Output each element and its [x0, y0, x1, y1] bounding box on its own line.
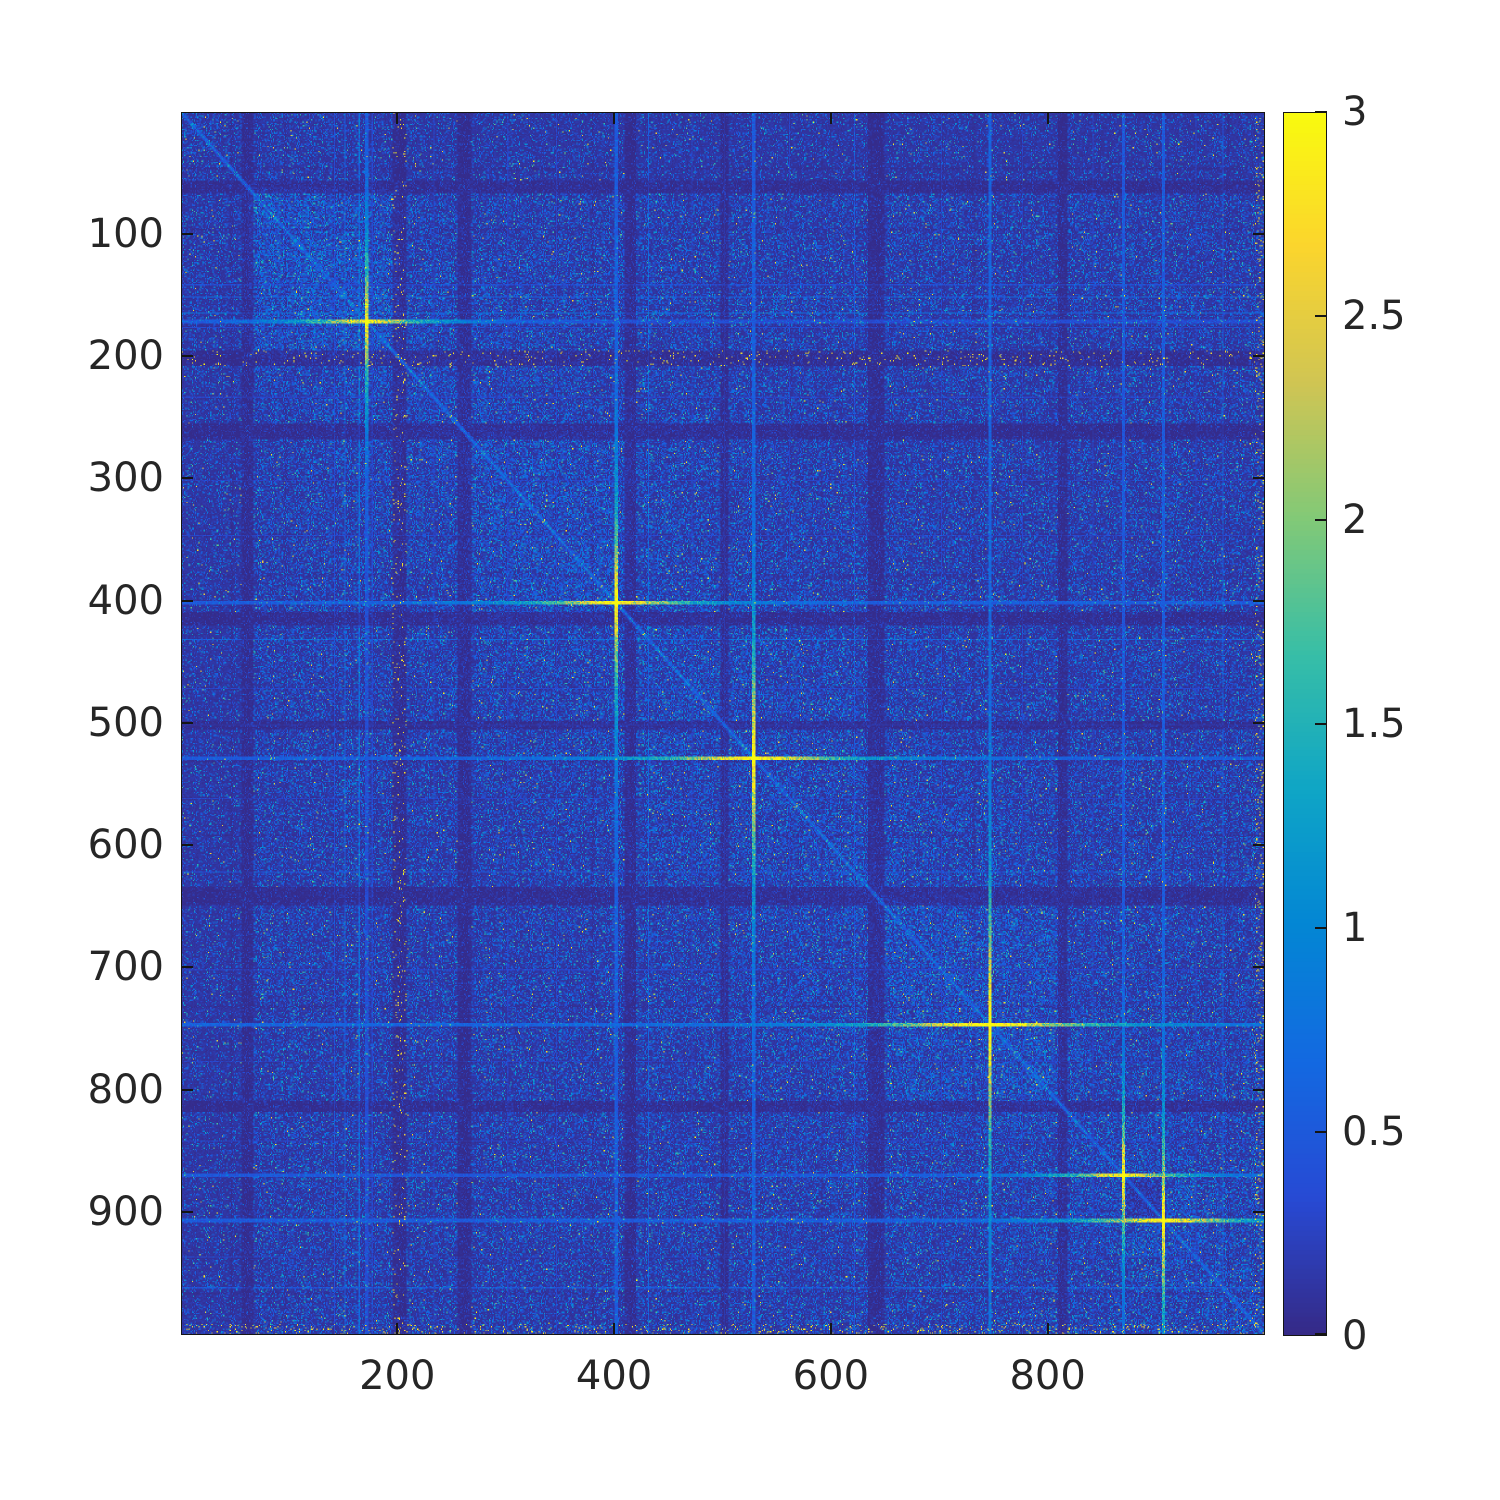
tick-mark — [1253, 721, 1265, 724]
tick-mark — [1315, 927, 1327, 929]
tick-mark — [1315, 519, 1327, 521]
tick-mark — [613, 1323, 616, 1335]
tick-mark — [1253, 354, 1265, 357]
colorbar-tick-label-1.5: 1.5 — [1342, 701, 1406, 747]
tick-mark — [1253, 966, 1265, 969]
y-tick-label-300: 300 — [87, 455, 164, 502]
tick-mark — [1253, 1088, 1265, 1091]
tick-mark — [1253, 599, 1265, 602]
tick-mark — [1253, 232, 1265, 235]
colorbar-tick-label-0: 0 — [1342, 1313, 1368, 1359]
tick-mark — [829, 1323, 832, 1335]
tick-mark — [1253, 1211, 1265, 1214]
tick-mark — [1315, 1131, 1327, 1133]
tick-mark — [396, 112, 399, 124]
colorbar-tick-label-1: 1 — [1342, 905, 1368, 951]
heatmap-plot-area — [181, 112, 1265, 1335]
tick-mark — [1253, 844, 1265, 847]
tick-mark — [181, 477, 193, 480]
tick-mark — [181, 599, 193, 602]
x-tick-label-800: 800 — [1009, 1353, 1086, 1399]
tick-mark — [1315, 111, 1327, 113]
tick-mark — [181, 1088, 193, 1091]
tick-mark — [1315, 315, 1327, 317]
tick-mark — [1046, 112, 1049, 124]
tick-mark — [181, 844, 193, 847]
tick-mark — [181, 354, 193, 357]
y-tick-label-200: 200 — [87, 332, 164, 379]
tick-mark — [1315, 723, 1327, 725]
tick-mark — [181, 966, 193, 969]
y-tick-label-600: 600 — [87, 822, 164, 869]
tick-mark — [181, 232, 193, 235]
tick-mark — [181, 1211, 193, 1214]
y-tick-label-700: 700 — [87, 944, 164, 991]
colorbar-tick-label-2: 2 — [1342, 497, 1368, 543]
tick-mark — [829, 112, 832, 124]
y-tick-label-400: 400 — [87, 577, 164, 624]
tick-mark — [1315, 1333, 1327, 1335]
heatmap-image — [182, 113, 1264, 1334]
colorbar-tick-label-0.5: 0.5 — [1342, 1109, 1406, 1155]
tick-mark — [1253, 477, 1265, 480]
colorbar-tick-label-3: 3 — [1342, 89, 1368, 135]
tick-mark — [181, 721, 193, 724]
tick-mark — [613, 112, 616, 124]
tick-mark — [396, 1323, 399, 1335]
x-tick-label-200: 200 — [359, 1353, 436, 1399]
tick-mark — [1046, 1323, 1049, 1335]
y-tick-label-100: 100 — [87, 210, 164, 257]
x-tick-label-600: 600 — [792, 1353, 870, 1399]
y-tick-label-500: 500 — [87, 699, 164, 746]
colorbar-tick-label-2.5: 2.5 — [1342, 293, 1406, 339]
y-tick-label-900: 900 — [87, 1189, 164, 1236]
y-tick-label-800: 800 — [87, 1066, 164, 1113]
x-tick-label-400: 400 — [575, 1353, 653, 1399]
